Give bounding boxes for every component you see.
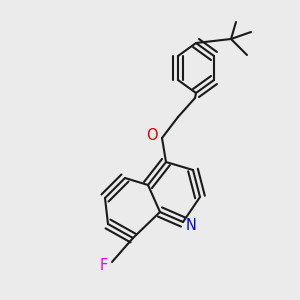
Text: N: N [186,218,196,233]
Text: F: F [100,259,108,274]
Text: O: O [146,128,158,142]
